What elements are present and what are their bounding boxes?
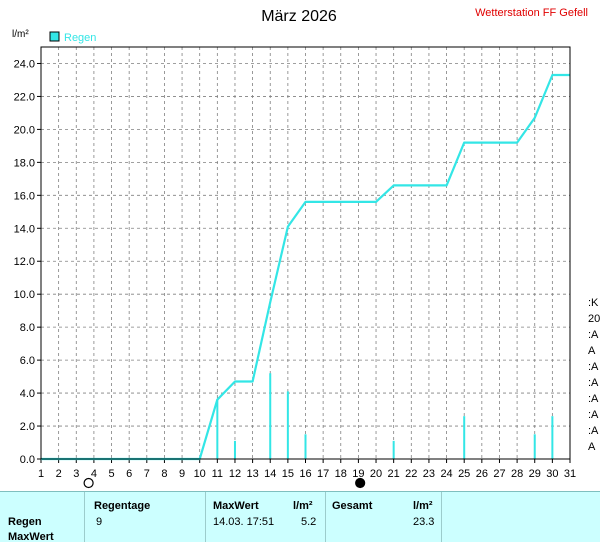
y-tick-label: 8.0 <box>20 322 35 334</box>
stats-divider <box>205 492 206 542</box>
gesamt-value: 23.3 <box>413 516 435 528</box>
x-tick-label: 8 <box>161 468 167 480</box>
x-tick-label: 2 <box>56 468 62 480</box>
y-axis-unit: l/m² <box>12 29 29 40</box>
side-panel-text: :K <box>588 297 599 309</box>
x-tick-label: 29 <box>529 468 541 480</box>
stats-divider <box>441 492 442 542</box>
side-panel-text: :A <box>588 361 599 373</box>
x-tick-label: 11 <box>212 468 223 480</box>
y-tick-label: 0.0 <box>20 454 35 466</box>
maxwert-header: MaxWert <box>213 500 259 512</box>
x-tick-label: 26 <box>476 468 488 480</box>
side-panel-text: :A <box>588 393 599 405</box>
regentage-value: 9 <box>96 516 103 528</box>
x-tick-label: 6 <box>126 468 132 480</box>
y-tick-label: 14.0 <box>14 223 35 235</box>
regentage-header: Regentage <box>94 500 151 512</box>
rain-chart: März 2026 Wetterstation FF Gefell l/m² R… <box>12 7 588 489</box>
y-tick-label: 16.0 <box>14 190 35 202</box>
y-tick-label: 6.0 <box>20 355 35 367</box>
side-panel-text: :A <box>588 329 599 341</box>
x-tick-label: 25 <box>458 468 470 480</box>
legend-swatch <box>49 31 60 42</box>
x-tick-label: 31 <box>564 468 576 480</box>
cumulative-rain-line <box>41 73 570 461</box>
x-tick-label: 1 <box>38 468 44 480</box>
x-tick-label: 3 <box>73 468 79 480</box>
x-tick-label: 30 <box>546 468 558 480</box>
stats-table: Regentage MaxWert l/m² Gesamt l/m² Regen… <box>0 491 600 543</box>
y-tick-label: 12.0 <box>14 256 35 268</box>
x-tick-label: 5 <box>108 468 114 480</box>
side-panel-text: A <box>588 441 596 453</box>
stats-divider <box>84 492 85 542</box>
x-tick-label: 27 <box>493 468 505 480</box>
x-tick-label: 9 <box>179 468 185 480</box>
x-tick-label: 22 <box>405 468 417 480</box>
plot-frame <box>40 46 571 460</box>
x-tick-label: 10 <box>194 468 206 480</box>
x-tick-label: 12 <box>229 468 241 480</box>
chart-title: März 2026 <box>261 8 337 25</box>
station-name: Wetterstation FF Gefell <box>475 7 588 19</box>
plot-area: 1 2 3 4 5 6 7 8 9 10 11 12 13 14 15 16 17 18 19 20 21 22 23 24 2… <box>14 46 576 489</box>
x-tick-label: 20 <box>370 468 382 480</box>
gesamt-unit: l/m² <box>413 500 433 512</box>
stats-row-label-2: MaxWert <box>8 531 54 543</box>
x-tick-label: 28 <box>511 468 523 480</box>
maxwert-datetime: 14.03. 17:51 <box>213 516 275 528</box>
x-tick-label: 17 <box>317 468 329 480</box>
y-tick-label: 2.0 <box>20 421 35 433</box>
x-tick-label: 16 <box>299 468 311 480</box>
x-tick-label: 19 <box>352 468 364 480</box>
y-tick-label: 22.0 <box>14 91 35 103</box>
y-tick-label: 4.0 <box>20 388 35 400</box>
x-tick-label: 13 <box>246 468 258 480</box>
side-panel-text: :A <box>588 425 599 437</box>
side-panel-text: 20 <box>588 313 600 325</box>
x-tick-label: 21 <box>388 468 400 480</box>
y-tick-label: 10.0 <box>14 289 35 301</box>
x-tick-label: 7 <box>144 468 150 480</box>
stats-divider <box>325 492 326 542</box>
x-tick-label: 14 <box>264 468 276 480</box>
y-tick-label: 24.0 <box>14 58 35 70</box>
y-tick-label: 20.0 <box>14 124 35 136</box>
side-panel-text: A <box>588 345 596 357</box>
y-tick-label: 18.0 <box>14 157 35 169</box>
new-moon-icon <box>83 477 94 489</box>
x-tick-label: 4 <box>91 468 97 480</box>
x-tick-label: 18 <box>335 468 347 480</box>
stats-row-label: Regen <box>8 516 42 528</box>
maxwert-unit: l/m² <box>293 500 313 512</box>
legend-label: Regen <box>64 32 96 44</box>
x-tick-label: 24 <box>440 468 452 480</box>
side-panel-text: :A <box>588 377 599 389</box>
x-tick-label: 23 <box>423 468 435 480</box>
side-panel-fragment: :K 20 :A A :A :A :A :A :A A <box>588 295 600 490</box>
gesamt-header: Gesamt <box>332 500 373 512</box>
side-panel-text: :A <box>588 409 599 421</box>
maxwert-value: 5.2 <box>301 516 317 528</box>
full-moon-icon <box>355 477 366 489</box>
x-tick-label: 15 <box>282 468 294 480</box>
